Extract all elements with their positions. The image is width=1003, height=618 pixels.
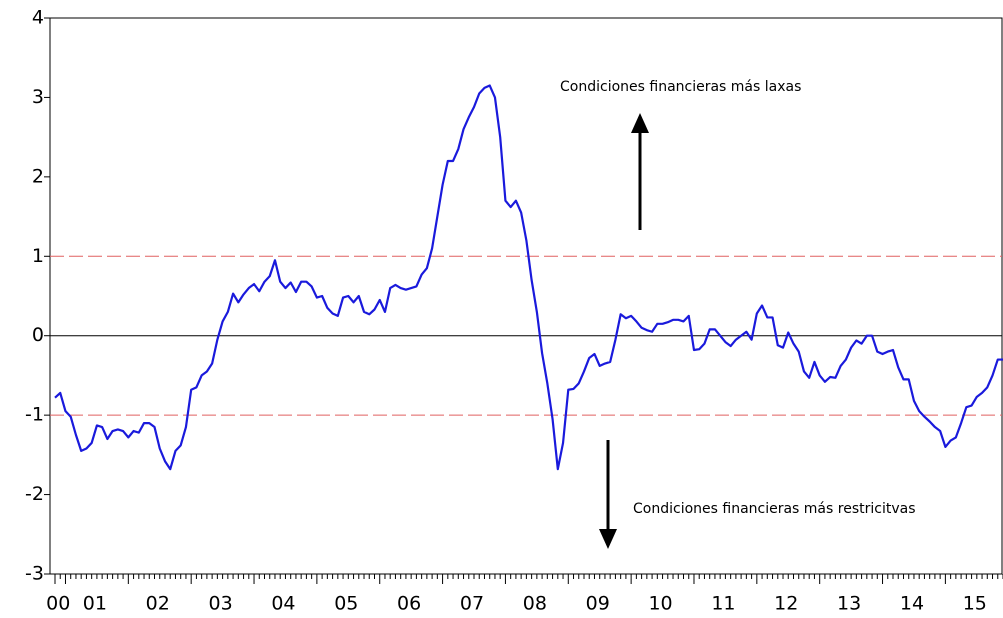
- y-tick-label: 3: [32, 86, 44, 108]
- plot-frame: [49, 17, 1003, 575]
- annotation: Condiciones financieras más restricitvas: [633, 501, 915, 517]
- y-tick-label: 1: [32, 245, 44, 267]
- x-tick-label: 00: [46, 593, 70, 615]
- y-tick-label: 4: [32, 7, 44, 29]
- x-tick-label: 11: [711, 593, 735, 615]
- x-tick-label: 06: [397, 593, 421, 615]
- x-tick-label: 09: [586, 593, 610, 615]
- x-tick-label: 04: [271, 593, 295, 615]
- y-tick-label: -1: [25, 404, 44, 426]
- y-tick-label: 2: [32, 165, 44, 187]
- x-tick-label: 01: [83, 593, 107, 615]
- y-tick-label: -3: [25, 563, 44, 585]
- x-tick-label: 07: [460, 593, 484, 615]
- x-tick-label: 02: [146, 593, 170, 615]
- arrow-head: [631, 113, 649, 133]
- y-tick-label: 0: [32, 324, 44, 346]
- x-tick-label: 05: [334, 593, 358, 615]
- data-line: [54, 84, 1003, 471]
- x-tick-label: 10: [648, 593, 672, 615]
- y-tick-label: -2: [25, 483, 44, 505]
- x-tick-label: 13: [837, 593, 861, 615]
- x-tick-label: 14: [900, 593, 924, 615]
- annotation: Condiciones financieras más laxas: [560, 79, 801, 95]
- x-tick-label: 15: [963, 593, 987, 615]
- x-tick-label: 08: [523, 593, 547, 615]
- arrow-head: [599, 529, 617, 549]
- x-tick-label: 03: [209, 593, 233, 615]
- x-tick-label: 12: [774, 593, 798, 615]
